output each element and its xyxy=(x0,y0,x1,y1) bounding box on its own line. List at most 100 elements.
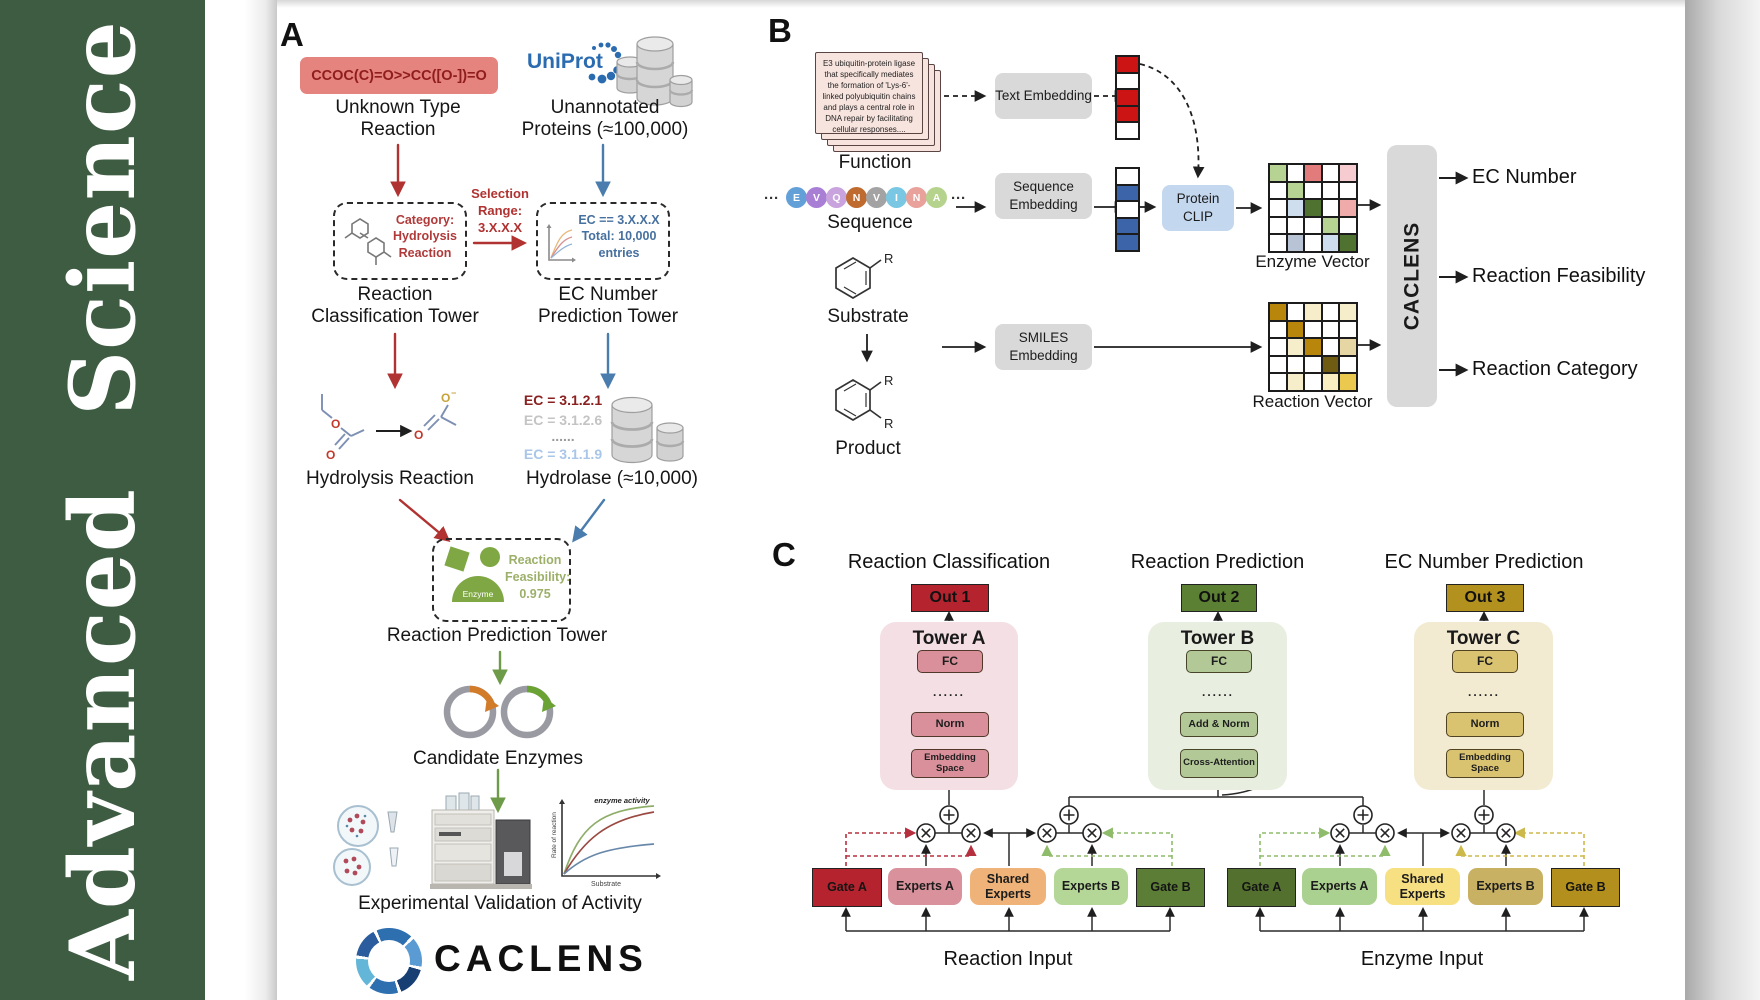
vector-cell xyxy=(1117,57,1138,72)
caclens-model-bar: CACLENS xyxy=(1387,145,1437,407)
tower-b-dots: ...... xyxy=(1201,685,1234,699)
vector-cell xyxy=(1270,356,1286,373)
caclens-logo-core xyxy=(368,940,410,982)
vector-cell xyxy=(1287,304,1304,320)
tower-b-fc: FC xyxy=(1186,650,1252,673)
vector-cell xyxy=(1287,165,1304,181)
vector-cell xyxy=(1270,200,1286,216)
reaction-classification-tower-label: Reaction Classification Tower xyxy=(311,284,479,328)
reaction-vector-grid xyxy=(1268,302,1358,392)
reaction-experts-b-box: Experts B xyxy=(1054,868,1128,905)
reaction-vector-label: Reaction Vector xyxy=(1252,392,1373,411)
classification-dashed-box xyxy=(333,202,467,280)
ec-item-2: EC = 3.1.2.6 xyxy=(523,412,603,428)
tower-a-fc: FC xyxy=(917,650,983,673)
output-reaction-category: Reaction Category xyxy=(1472,358,1638,380)
enzyme-experts-a-box: Experts A xyxy=(1302,868,1377,905)
vector-cell xyxy=(1340,200,1356,216)
vector-cell xyxy=(1117,169,1138,184)
out-3-box: Out 3 xyxy=(1446,584,1524,612)
vector-cell xyxy=(1322,339,1339,355)
vector-cell xyxy=(1117,73,1138,89)
unknown-reaction-label: Unknown Type Reaction xyxy=(335,97,461,141)
vector-cell xyxy=(1270,217,1286,234)
tower-a-norm: Norm xyxy=(911,712,989,737)
experimental-validation-label: Experimental Validation of Activity xyxy=(358,893,642,914)
tower-b-name: Tower B xyxy=(1180,628,1255,649)
heading-reaction-classification: Reaction Classification xyxy=(847,551,1051,573)
journal-title: Advanced Science xyxy=(49,20,156,980)
vector-cell xyxy=(1270,304,1286,320)
ec-item-1: EC = 3.1.2.1 xyxy=(523,392,603,408)
page-gutter xyxy=(205,0,277,1000)
tower-a-dots: ...... xyxy=(932,685,965,699)
vector-cell xyxy=(1117,218,1138,234)
tower-b-add-norm: Add & Norm xyxy=(1180,712,1258,737)
function-label: Function xyxy=(838,152,912,173)
vector-cell xyxy=(1322,217,1339,234)
tower-b-cross-attention: Cross-Attention xyxy=(1180,749,1258,778)
vector-cell xyxy=(1340,182,1356,199)
ec-filter-label: EC == 3.X.X.X Total: 10,000 entries xyxy=(578,213,660,260)
output-ec-number: EC Number xyxy=(1472,166,1577,188)
out-2-box: Out 2 xyxy=(1181,584,1257,612)
heading-reaction-prediction: Reaction Prediction xyxy=(1130,551,1305,573)
enzyme-input-label: Enzyme Input xyxy=(1360,948,1484,970)
enzyme-vector-grid xyxy=(1268,163,1358,253)
ec-number-prediction-tower-label: EC Number Prediction Tower xyxy=(537,284,679,328)
caclens-brand-text: CACLENS xyxy=(434,938,648,979)
vector-cell xyxy=(1305,304,1321,320)
tower-c-fc: FC xyxy=(1452,650,1518,673)
sequence-residue: V xyxy=(866,187,887,208)
feasibility-dashed-box xyxy=(432,538,571,622)
out-1-box: Out 1 xyxy=(911,584,989,612)
ec-item-3: EC = 3.1.1.9 xyxy=(523,446,603,462)
hydrolysis-reaction-label: Hydrolysis Reaction xyxy=(306,468,474,489)
tower-c-dots: ...... xyxy=(1467,685,1500,699)
reaction-feasibility-score-label: Reaction Feasibility: 0.975 xyxy=(505,553,571,601)
reaction-experts-a-box: Experts A xyxy=(888,868,962,905)
vector-cell xyxy=(1305,165,1321,181)
sequence-residue: I xyxy=(886,187,907,208)
vector-cell xyxy=(1117,90,1138,105)
vector-cell xyxy=(1270,182,1286,199)
vector-cell xyxy=(1287,356,1304,373)
function-card: E3 ubiquitin-protein ligase that specifi… xyxy=(815,52,923,134)
heading-ec-number-prediction: EC Number Prediction xyxy=(1384,551,1584,573)
sequence-residue: N xyxy=(846,187,867,208)
vector-cell xyxy=(1117,185,1138,201)
text-embedding-box: Text Embedding xyxy=(995,73,1092,119)
substrate-label: Substrate xyxy=(827,306,909,327)
page-edge-shadow xyxy=(1685,0,1760,1000)
vector-cell xyxy=(1322,200,1339,216)
protein-clip-box: Protein CLIP xyxy=(1162,185,1234,231)
caclens-model-bar-text: CACLENS xyxy=(1400,221,1424,331)
vector-cell xyxy=(1305,217,1321,234)
reaction-shared-experts-box: Shared Experts xyxy=(970,868,1046,905)
vector-cell xyxy=(1340,165,1356,181)
enzyme-vector-label: Enzyme Vector xyxy=(1255,252,1370,271)
product-label: Product xyxy=(835,438,901,459)
vector-cell xyxy=(1287,339,1304,355)
figure-page xyxy=(277,0,1685,1000)
vector-cell xyxy=(1270,339,1286,355)
tower-c-embedding-space: Embedding Space xyxy=(1446,749,1524,778)
panel-b-label: B xyxy=(768,12,792,49)
sequence-embedding-vector xyxy=(1115,167,1140,252)
vector-cell xyxy=(1287,200,1304,216)
vector-cell xyxy=(1270,165,1286,181)
tower-a-name: Tower A xyxy=(912,628,986,649)
enzyme-shared-experts-box: Shared Experts xyxy=(1385,868,1460,905)
vector-cell xyxy=(1322,321,1339,338)
vector-cell xyxy=(1322,304,1339,320)
vector-cell xyxy=(1340,356,1356,373)
vector-cell xyxy=(1322,182,1339,199)
unannotated-proteins-label: Unannotated Proteins (≈100,000) xyxy=(521,97,689,141)
selection-range-label: Selection Range: 3.X.X.X xyxy=(471,186,529,235)
sequence-residue: A xyxy=(926,187,947,208)
sequence-label: Sequence xyxy=(827,212,913,233)
reaction-gate-a-box: Gate A xyxy=(812,868,882,907)
smiles-reaction-box: CCOC(C)=O>>CC([O-])=O xyxy=(300,57,498,94)
sequence-residue: Q xyxy=(826,187,847,208)
